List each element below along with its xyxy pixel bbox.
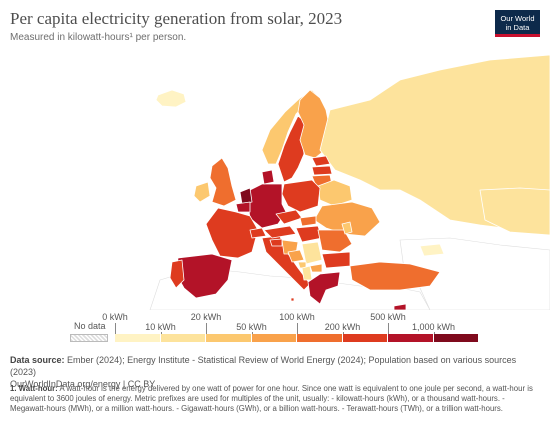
country-netherlands[interactable]: Netherlands xyxy=(239,187,253,205)
legend-tick xyxy=(433,332,435,334)
legend-tick-label: 1,000 kWh xyxy=(411,322,456,332)
legend-swatch[interactable] xyxy=(206,334,252,342)
country-poland[interactable]: Poland xyxy=(281,179,321,213)
country-bosnia[interactable]: Bosnia and Herzegovina xyxy=(287,249,305,263)
map-svg: IcelandNorwaySwedenFinlandRussiaEstoniaL… xyxy=(149,54,550,311)
country-ukraine[interactable]: Ukraine xyxy=(313,201,381,237)
country-germany[interactable]: Germany xyxy=(247,183,287,229)
country-turkey[interactable]: Turkey xyxy=(349,261,441,291)
country-serbia[interactable]: Serbia xyxy=(301,241,323,265)
legend-swatch[interactable] xyxy=(433,334,479,342)
country-north-macedonia[interactable]: North Macedonia xyxy=(309,263,323,273)
country-malta[interactable]: Malta xyxy=(290,297,295,302)
legend-swatch[interactable] xyxy=(388,334,434,342)
country-iceland[interactable]: Iceland xyxy=(155,89,187,108)
legend-no-data-swatch xyxy=(70,334,108,342)
footnote-label: 1. Watt-hour: xyxy=(10,384,58,393)
country-bulgaria[interactable]: Bulgaria xyxy=(321,251,351,269)
logo-line-1: Our World xyxy=(500,14,535,23)
country-uk[interactable]: United Kingdom xyxy=(209,157,237,207)
legend-swatch[interactable] xyxy=(297,334,343,342)
country-greece[interactable]: Greece xyxy=(307,271,341,305)
country-moldova[interactable]: Moldova xyxy=(341,221,353,235)
country-switzerland[interactable]: Switzerland xyxy=(249,227,267,239)
footnote: 1. Watt-hour: A watt-hour is the energy … xyxy=(10,384,540,414)
country-ireland[interactable]: Ireland xyxy=(193,181,211,203)
legend-tick xyxy=(115,323,116,334)
legend-tick-label: 100 kWh xyxy=(279,312,315,322)
chart-subtitle: Measured in kilowatt-hours¹ per person. xyxy=(10,32,187,43)
legend-tick-label: 200 kWh xyxy=(324,322,361,332)
country-hungary[interactable]: Hungary xyxy=(295,225,323,243)
country-latvia[interactable]: Latvia xyxy=(311,165,333,176)
logo-line-2: in Data xyxy=(505,23,530,32)
footnote-text: A watt-hour is the energy delivered by o… xyxy=(10,384,533,413)
legend-tick-label: 0 kWh xyxy=(102,312,128,322)
country-denmark[interactable]: Denmark xyxy=(261,169,275,185)
country-georgia[interactable]: Georgia xyxy=(419,243,445,257)
legend-tick xyxy=(160,332,162,334)
legend-tick xyxy=(388,323,389,334)
country-france[interactable]: France xyxy=(205,207,259,259)
country-slovenia[interactable]: Slovenia xyxy=(269,238,283,247)
source-block: Data source: Ember (2024); Energy Instit… xyxy=(10,354,540,390)
country-belgium[interactable]: Belgium xyxy=(235,201,251,213)
map-legend: No data 0 kWh 10 kWh 20 kWh 50 kWh 100 kWh 20… xyxy=(70,312,480,348)
legend-tick xyxy=(297,323,298,334)
country-portugal[interactable]: Portugal xyxy=(169,259,185,289)
legend-swatch[interactable] xyxy=(251,334,297,342)
legend-tick-label: 20 kWh xyxy=(190,312,222,322)
source-link[interactable]: OurWorldInData.org/energy | CC BY xyxy=(10,379,156,389)
country-kazakhstan[interactable]: Kazakhstan xyxy=(479,187,550,236)
legend-tick xyxy=(342,332,344,334)
country-belarus[interactable]: Belarus xyxy=(317,179,353,207)
owid-logo[interactable]: Our World in Data xyxy=(495,10,540,37)
legend-swatch[interactable] xyxy=(342,334,388,342)
choropleth-map: IcelandNorwaySwedenFinlandRussiaEstoniaL… xyxy=(0,40,550,311)
legend-tick xyxy=(251,332,253,334)
country-romania[interactable]: Romania xyxy=(317,229,353,253)
legend-swatch[interactable] xyxy=(160,334,206,342)
legend-tick xyxy=(206,323,207,334)
legend-no-data-label: No data xyxy=(74,321,106,331)
legend-tick-label: 10 kWh xyxy=(145,322,176,332)
country-layer: IcelandNorwaySwedenFinlandRussiaEstoniaL… xyxy=(155,54,550,311)
country-estonia[interactable]: Estonia xyxy=(311,155,331,167)
chart-title: Per capita electricity generation from s… xyxy=(10,9,343,28)
country-slovakia[interactable]: Slovakia xyxy=(299,215,317,227)
source-label: Data source: xyxy=(10,355,65,365)
legend-tick-label: 50 kWh xyxy=(236,322,267,332)
source-text: Ember (2024); Energy Institute - Statist… xyxy=(10,355,517,377)
legend-swatch[interactable] xyxy=(115,334,161,342)
legend-tick-label: 500 kWh xyxy=(370,312,406,322)
country-austria[interactable]: Austria xyxy=(263,225,297,239)
